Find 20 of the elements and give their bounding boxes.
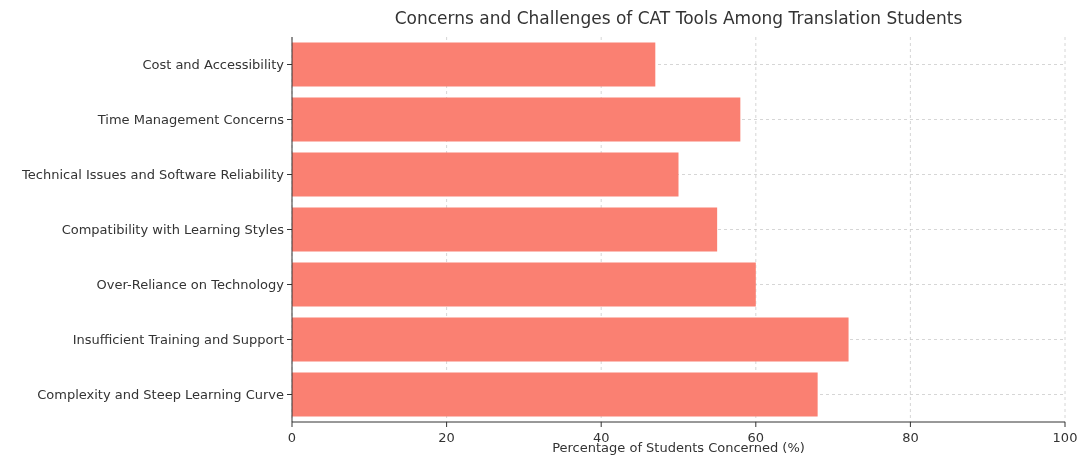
chart-title: Concerns and Challenges of CAT Tools Among Translation Students [394,8,963,28]
bar [292,97,741,142]
y-tick-label: Insufficient Training and Support [72,332,284,348]
y-tick-label: Cost and Accessibility [142,57,285,73]
bar [292,42,656,87]
bar [292,262,756,307]
y-tick-label: Time Management Concerns [96,112,285,128]
y-tick-label: Over-Reliance on Technology [96,277,285,293]
x-tick-label: 20 [438,430,455,445]
bar [292,372,818,417]
bar [292,152,679,197]
y-tick-label: Compatibility with Learning Styles [61,222,285,238]
x-tick-label: 0 [287,430,297,445]
x-tick-label: 100 [1052,430,1078,445]
bar [292,207,718,252]
y-tick-label: Technical Issues and Software Reliability [21,167,285,183]
bar [292,317,849,362]
x-tick-label: 80 [902,430,919,445]
x-tick-label: 60 [747,430,765,445]
y-tick-label: Complexity and Steep Learning Curve [37,387,284,403]
